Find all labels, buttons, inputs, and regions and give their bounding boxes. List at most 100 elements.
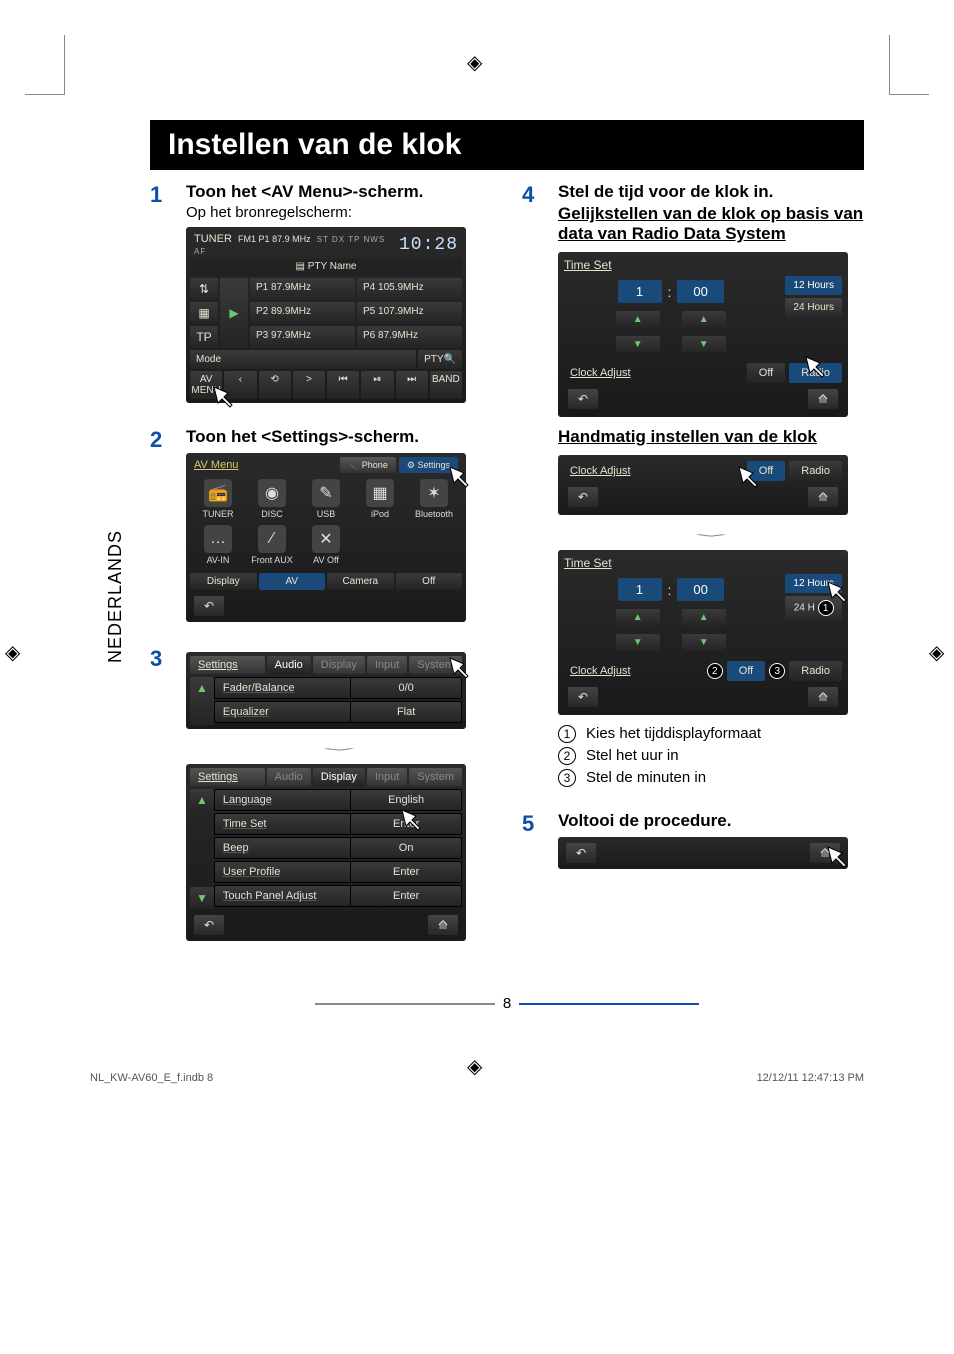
step-title: Toon het <AV Menu>-scherm.	[186, 182, 492, 202]
audio-tab[interactable]: Audio	[267, 656, 311, 674]
band-button[interactable]: BAND	[430, 371, 462, 399]
up-arrow[interactable]: ▲	[190, 789, 214, 811]
settings-row[interactable]: BeepOn	[214, 837, 462, 859]
settings-row[interactable]: EqualizerFlat	[214, 701, 462, 723]
display-tab[interactable]: Display	[313, 656, 365, 674]
phone-tab[interactable]: 📞 Phone	[340, 457, 396, 473]
settings-row-timeset[interactable]: Time SetEnter	[214, 813, 462, 835]
step-number: 3	[150, 646, 174, 951]
display-tab[interactable]: Display	[190, 573, 257, 590]
settings-audio-screen: Settings Audio Display Input System ▲ Fa…	[186, 652, 466, 729]
av-item-bluetooth[interactable]: ✶Bluetooth	[410, 479, 458, 519]
minute-up[interactable]: ▲	[682, 609, 726, 626]
radio-button[interactable]: Radio	[789, 661, 842, 681]
settings-tab[interactable]: ⚙ Settings	[399, 457, 458, 473]
settings-row[interactable]: Touch Panel AdjustEnter	[214, 885, 462, 907]
clock-adjust-label: Clock Adjust	[564, 661, 703, 681]
av-item-ipod[interactable]: ▦iPod	[356, 479, 404, 519]
radio-button[interactable]: Radio	[789, 461, 842, 481]
display-tab[interactable]: Display	[313, 768, 365, 786]
12h-button[interactable]: 12 Hours	[785, 276, 842, 295]
side-icon[interactable]: ▦	[190, 302, 218, 324]
back-button[interactable]: ↶	[194, 596, 224, 616]
off-tab[interactable]: Off	[396, 573, 463, 590]
back-button[interactable]: ↶	[194, 915, 224, 935]
side-icon[interactable]: ⇅	[190, 278, 218, 300]
system-tab[interactable]: System	[409, 768, 462, 786]
nav-button[interactable]: ⟲	[259, 371, 291, 399]
back-button[interactable]: ↶	[568, 487, 598, 507]
av-tab[interactable]: AV	[259, 573, 326, 590]
legend-num: 3	[558, 769, 576, 787]
nav-button[interactable]: ⏯	[361, 371, 393, 399]
home-button[interactable]: ⟰	[808, 389, 838, 409]
settings-header: Settings	[190, 656, 265, 674]
av-menu-button[interactable]: AV MENU	[190, 371, 222, 399]
nav-button[interactable]: ⏮	[327, 371, 359, 399]
av-item-disc[interactable]: ◉DISC	[248, 479, 296, 519]
system-tab[interactable]: System	[409, 656, 462, 674]
home-button[interactable]: ⟰	[808, 687, 838, 707]
page-title: Instellen van de klok	[150, 120, 864, 170]
hour-up[interactable]: ▲	[616, 609, 660, 626]
legend-list: 1Kies het tijddisplayformaat 2Stel het u…	[558, 725, 864, 787]
off-button[interactable]: Off	[747, 363, 785, 383]
input-tab[interactable]: Input	[367, 656, 407, 674]
step-4: 4 Stel de tijd voor de klok in. Gelijkst…	[522, 182, 864, 797]
hour-up[interactable]: ▲	[616, 311, 660, 328]
callout-3: 3	[769, 663, 785, 679]
back-button[interactable]: ↶	[568, 687, 598, 707]
preset-button[interactable]: P3 97.9MHz	[250, 326, 355, 348]
24h-button[interactable]: 24 Hours	[785, 298, 842, 317]
home-button[interactable]: ⟰	[808, 487, 838, 507]
settings-display-screen: Settings Audio Display Input System ▲ ▼	[186, 764, 466, 941]
callout-2: 2	[707, 663, 723, 679]
back-button[interactable]: ↶	[568, 389, 598, 409]
ipod-icon: ▦	[366, 479, 394, 507]
av-item-usb[interactable]: ✎USB	[302, 479, 350, 519]
preset-button[interactable]: P4 105.9MHz	[357, 278, 462, 300]
off-button[interactable]: Off	[727, 661, 765, 681]
nav-button[interactable]: >	[293, 371, 325, 399]
mode-button[interactable]: Mode	[190, 350, 416, 369]
24h-button[interactable]: 24 Hours24 H 1	[785, 596, 842, 620]
hour-down[interactable]: ▼	[616, 336, 660, 353]
legend-text: Kies het tijddisplayformaat	[586, 725, 761, 743]
preset-button[interactable]: P2 89.9MHz	[250, 302, 355, 324]
back-button[interactable]: ↶	[566, 843, 596, 863]
settings-row[interactable]: Fader/Balance0/0	[214, 677, 462, 699]
registration-mark: ◈	[929, 640, 949, 660]
camera-tab[interactable]: Camera	[327, 573, 394, 590]
12h-button[interactable]: 12 Hours	[785, 574, 842, 593]
timeset-label: Time Set	[564, 556, 842, 570]
bluetooth-icon: ✶	[420, 479, 448, 507]
radio-button[interactable]: Radio	[789, 363, 842, 383]
up-arrow[interactable]: ▲	[190, 677, 214, 725]
settings-row[interactable]: User ProfileEnter	[214, 861, 462, 883]
input-tab[interactable]: Input	[367, 768, 407, 786]
av-item-tuner[interactable]: 📻TUNER	[194, 479, 242, 519]
down-arrow[interactable]: ▼	[190, 887, 214, 909]
preset-button[interactable]: P5 107.9MHz	[357, 302, 462, 324]
preset-button[interactable]: P1 87.9MHz	[250, 278, 355, 300]
hour-down[interactable]: ▼	[616, 634, 660, 651]
tp-icon[interactable]: TP	[190, 326, 218, 348]
audio-tab[interactable]: Audio	[267, 768, 311, 786]
home-button[interactable]: ⟰	[810, 843, 840, 863]
play-icon[interactable]: ▶	[220, 278, 248, 348]
nav-button[interactable]: ⏭	[396, 371, 428, 399]
minute-down[interactable]: ▼	[682, 634, 726, 651]
step-number: 5	[522, 811, 546, 879]
footer-strip: ↶⟰	[558, 837, 848, 869]
pty-button[interactable]: PTY🔍	[418, 350, 462, 369]
home-button[interactable]: ⟰	[428, 915, 458, 935]
minute-up[interactable]: ▲	[682, 311, 726, 328]
nav-button[interactable]: ‹	[224, 371, 256, 399]
off-button[interactable]: Off	[747, 461, 785, 481]
minute-down[interactable]: ▼	[682, 336, 726, 353]
settings-row[interactable]: LanguageEnglish	[214, 789, 462, 811]
band-info: FM1 P1 87.9 MHz	[238, 234, 311, 244]
preset-button[interactable]: P6 87.9MHz	[357, 326, 462, 348]
sub-heading: Gelijkstellen van de klok op basis van d…	[558, 204, 864, 244]
step-title: Stel de tijd voor de klok in.	[558, 182, 864, 202]
